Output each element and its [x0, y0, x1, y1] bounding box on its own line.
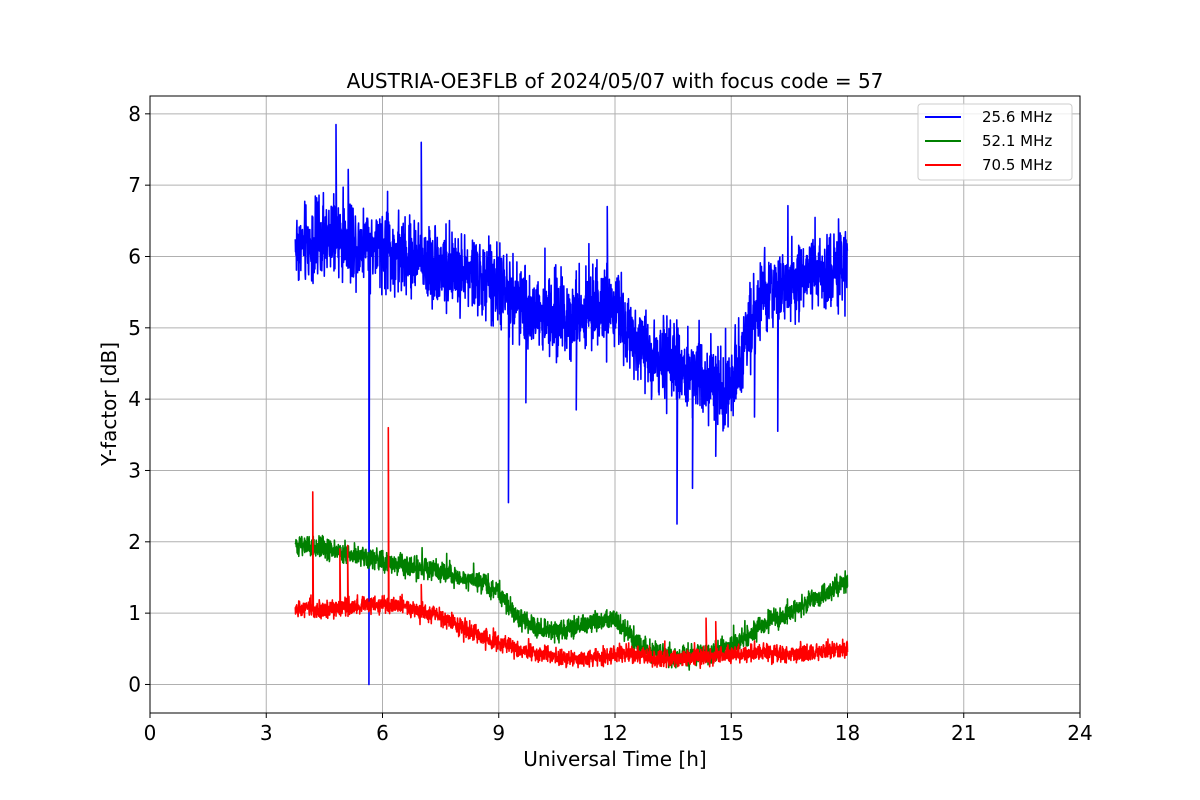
legend-label-25-6: 25.6 MHz — [982, 108, 1052, 126]
x-tick-label: 21 — [951, 721, 976, 745]
legend: 25.6 MHz 52.1 MHz 70.5 MHz — [917, 103, 1073, 181]
y-axis-label: Y-factor [dB] — [97, 342, 121, 467]
series-layer — [294, 123, 849, 686]
x-tick-label: 9 — [492, 721, 505, 745]
y-tick-label: 3 — [128, 458, 141, 482]
series-line-70-5-mhz — [294, 426, 849, 670]
y-tick-label: 4 — [128, 387, 141, 411]
x-tick-label: 15 — [719, 721, 744, 745]
x-tick-label: 0 — [144, 721, 157, 745]
legend-label-70-5: 70.5 MHz — [982, 156, 1052, 174]
x-tick-label: 3 — [260, 721, 273, 745]
x-axis-label: Universal Time [h] — [523, 747, 706, 771]
chart-title: AUSTRIA-OE3FLB of 2024/05/07 with focus … — [347, 69, 884, 93]
legend-box — [917, 103, 1073, 181]
y-tick-label: 1 — [128, 601, 141, 625]
x-tick-label: 12 — [602, 721, 627, 745]
y-tick-label: 8 — [128, 102, 141, 126]
x-tick-label: 24 — [1067, 721, 1092, 745]
y-tick-label: 5 — [128, 316, 141, 340]
y-tick-label: 0 — [128, 672, 141, 696]
y-tick-label: 2 — [128, 530, 141, 554]
series-line-25-6-mhz — [294, 123, 849, 686]
x-tick-label: 18 — [835, 721, 860, 745]
y-tick-label: 7 — [128, 173, 141, 197]
series-line-52-1-mhz — [294, 534, 849, 671]
y-tick-label: 6 — [128, 244, 141, 268]
x-tick-label: 6 — [376, 721, 389, 745]
legend-label-52-1: 52.1 MHz — [982, 132, 1052, 150]
